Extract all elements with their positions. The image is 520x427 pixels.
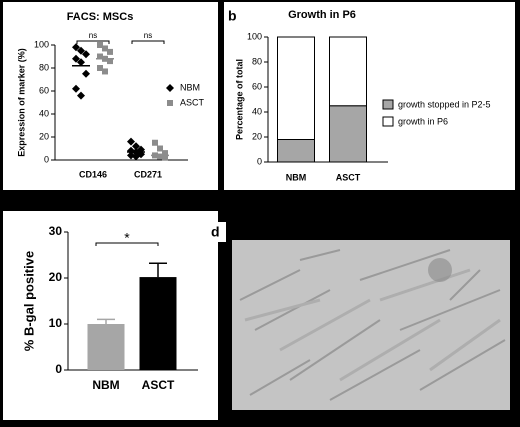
y-tick-label: 0 xyxy=(257,156,262,166)
point xyxy=(107,48,113,55)
panel-c xyxy=(3,211,218,420)
x-tick-label: CD146 xyxy=(79,169,107,179)
point xyxy=(82,69,90,78)
y-axis-label: Percentage of total xyxy=(234,59,244,140)
y-tick-label: 60 xyxy=(39,85,49,95)
y-axis-label: % B-gal positive xyxy=(21,251,36,351)
x-tick-label: NBM xyxy=(286,172,307,182)
point xyxy=(157,153,163,160)
y-tick-label: 0 xyxy=(44,154,49,164)
y-tick-label: 20 xyxy=(252,131,262,141)
error-bar xyxy=(149,262,167,278)
y-tick-label: 30 xyxy=(49,224,63,238)
point xyxy=(107,58,113,65)
bar xyxy=(277,139,315,163)
point xyxy=(157,145,163,152)
legend-label: NBM xyxy=(180,82,200,92)
annotation: ns xyxy=(89,31,97,40)
legend-swatch xyxy=(382,99,394,110)
legend-marker xyxy=(167,100,173,106)
bar xyxy=(277,36,315,140)
legend-label: growth stopped in P2-5 xyxy=(398,99,491,109)
bracket xyxy=(76,40,110,44)
chart-title: FACS: MSCs xyxy=(67,11,134,23)
point xyxy=(102,45,108,52)
panel-b xyxy=(224,2,515,190)
panel-label: b xyxy=(228,8,237,24)
y-tick-label: 0 xyxy=(55,362,62,376)
y-tick-label: 40 xyxy=(39,108,49,118)
y-tick-label: 100 xyxy=(247,31,262,41)
point xyxy=(97,65,103,71)
point xyxy=(72,84,80,93)
y-axis-label: Expression of marker (%) xyxy=(16,48,26,157)
annotation: * xyxy=(124,230,130,246)
x-tick-label: NBM xyxy=(92,378,119,392)
chart-title: Growth in P6 xyxy=(288,9,356,21)
x-tick-label: CD271 xyxy=(134,169,162,179)
y-tick-label: 20 xyxy=(49,270,63,284)
point xyxy=(72,43,80,52)
bar xyxy=(329,36,367,107)
x-tick-label: ASCT xyxy=(336,172,361,182)
legend-marker xyxy=(166,84,174,92)
y-tick-label: 100 xyxy=(34,39,49,49)
panel-a xyxy=(3,2,218,190)
point xyxy=(102,68,108,75)
bar xyxy=(139,277,177,370)
point xyxy=(77,58,85,67)
legend-label: ASCT xyxy=(180,97,205,107)
panel-label: d xyxy=(211,224,220,240)
point xyxy=(77,46,85,55)
bar xyxy=(87,324,125,370)
y-tick-label: 60 xyxy=(252,81,262,91)
legend-label: growth in P6 xyxy=(398,116,448,126)
point xyxy=(132,142,140,151)
point xyxy=(82,50,90,59)
label-patch xyxy=(208,222,226,242)
bracket xyxy=(95,242,159,246)
y-tick-label: 20 xyxy=(39,131,49,141)
legend-swatch xyxy=(382,116,394,127)
point xyxy=(97,53,103,60)
y-tick-label: 10 xyxy=(49,316,63,330)
point xyxy=(162,150,168,157)
x-tick-label: ASCT xyxy=(142,378,175,392)
point xyxy=(97,42,103,48)
point xyxy=(77,91,85,100)
micrograph xyxy=(232,240,510,410)
point xyxy=(127,137,135,146)
error-bar xyxy=(97,318,115,324)
bracket xyxy=(131,40,165,44)
y-tick-label: 40 xyxy=(252,106,262,116)
point xyxy=(162,154,168,161)
point xyxy=(152,139,158,146)
y-tick-label: 80 xyxy=(252,56,262,66)
annotation: ns xyxy=(144,31,152,40)
bar xyxy=(329,105,367,163)
point xyxy=(72,54,80,63)
point xyxy=(132,152,140,161)
y-tick-label: 80 xyxy=(39,62,49,72)
